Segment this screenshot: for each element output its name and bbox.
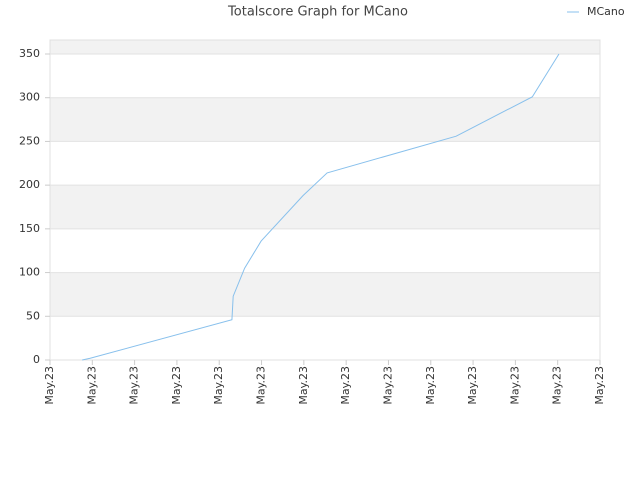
grid-band [50, 40, 600, 54]
x-tick-label: May.23 [255, 366, 268, 405]
grid-band [50, 53, 600, 98]
x-tick-label: May.23 [508, 366, 521, 405]
y-tick-label: 300 [19, 91, 40, 104]
x-tick-label: May.23 [212, 366, 225, 405]
x-tick-label: May.23 [85, 366, 98, 405]
y-tick-label: 250 [19, 134, 40, 147]
x-tick-label: May.23 [551, 366, 564, 405]
x-tick-label: May.23 [297, 366, 310, 405]
chart-title: Totalscore Graph for MCano [227, 5, 408, 20]
y-tick-label: 100 [19, 266, 40, 279]
grid-band [50, 97, 600, 142]
y-tick-label: 350 [19, 47, 40, 60]
x-tick-label: May.23 [424, 366, 437, 405]
y-tick-label: 150 [19, 222, 40, 235]
x-tick-label: May.23 [339, 366, 352, 405]
y-tick-label: 50 [26, 309, 40, 322]
x-tick-label: May.23 [170, 366, 183, 405]
grid-band [50, 185, 600, 229]
y-tick-label: 200 [19, 178, 40, 191]
x-tick-label: May.23 [593, 366, 606, 405]
x-tick-label: May.23 [128, 366, 141, 405]
x-tick-label: May.23 [381, 366, 394, 405]
y-tick-label: 0 [33, 353, 40, 366]
grid-band [50, 228, 600, 273]
line-series [82, 53, 560, 361]
grid-band [50, 272, 600, 317]
x-tick-label: May.23 [43, 366, 56, 405]
grid-band [50, 141, 600, 186]
legend-label: MCano [587, 5, 625, 18]
grid-band [50, 316, 600, 360]
x-tick-label: May.23 [466, 366, 479, 405]
